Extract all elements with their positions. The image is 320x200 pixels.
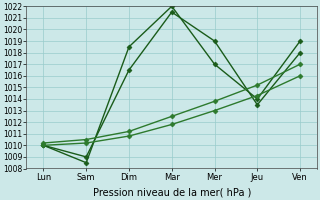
X-axis label: Pression niveau de la mer( hPa ): Pression niveau de la mer( hPa )	[92, 187, 251, 197]
